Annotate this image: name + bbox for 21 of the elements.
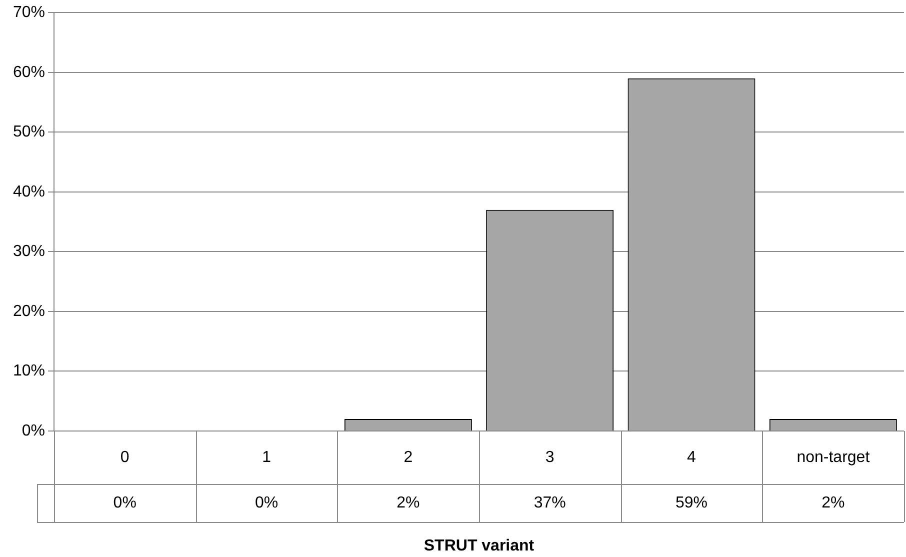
data-label: 0% (113, 494, 136, 512)
y-tick-label: 30% (12, 243, 46, 260)
data-label: 59% (675, 494, 708, 512)
data-label: 0% (254, 494, 278, 512)
x-tick-label: 4 (687, 448, 696, 466)
x-tick-label: 0 (120, 448, 130, 466)
y-tick-label: 0% (22, 422, 46, 440)
x-tick-label: 3 (545, 448, 554, 466)
y-tick-label: 10% (12, 362, 46, 380)
y-tick-label: 40% (12, 183, 46, 200)
y-tick-label: 50% (12, 124, 46, 141)
data-label: 2% (822, 494, 845, 512)
data-label: 2% (396, 494, 420, 512)
y-tick-label: 20% (12, 302, 46, 320)
x-tick-label: 1 (262, 448, 272, 466)
y-tick-label: 60% (12, 64, 46, 81)
x-axis-title: STRUT variant (424, 537, 535, 554)
x-tick-label: 2 (404, 448, 413, 466)
y-tick-label: 70% (12, 4, 46, 22)
x-tick-label: non-target (796, 448, 870, 466)
data-label: 37% (534, 494, 566, 512)
